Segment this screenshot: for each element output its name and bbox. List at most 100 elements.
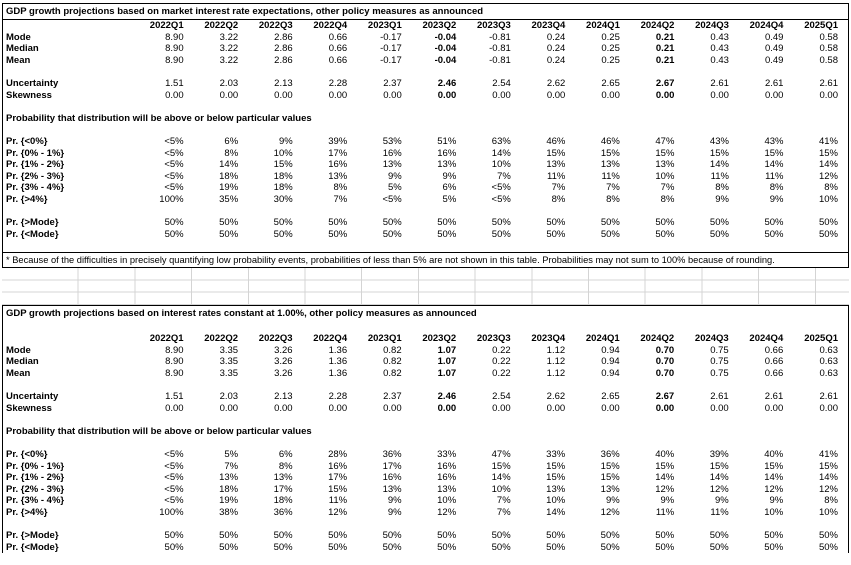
gdp-table-market-rates: GDP growth projections based on market i… bbox=[2, 3, 850, 269]
value-cell: 10% bbox=[764, 506, 784, 518]
value-cell: 6% bbox=[224, 135, 239, 147]
value-cell: 0.49 bbox=[764, 43, 784, 55]
column-header: 2023Q3 bbox=[476, 332, 511, 344]
value-cell: 2.54 bbox=[492, 390, 511, 402]
value-cell: 0.43 bbox=[710, 31, 729, 43]
blank-cell bbox=[3, 414, 850, 426]
column-header: 2022Q1 bbox=[149, 332, 184, 344]
value-cell: 18% bbox=[219, 483, 239, 495]
value-cell: 0.21 bbox=[655, 43, 675, 55]
value-cell: 15% bbox=[764, 460, 784, 472]
table-row: 2022Q1 2022Q2 2022Q3 2022Q4 2023Q1 2023Q2 2023… bbox=[3, 20, 850, 32]
value-cell: 12% bbox=[818, 170, 838, 182]
value-cell: 1.07 bbox=[437, 367, 457, 379]
value-cell: 0.70 bbox=[655, 344, 675, 356]
value-cell: 2.46 bbox=[437, 77, 457, 89]
value-cell: 0.63 bbox=[819, 344, 839, 356]
value-cell: 9% bbox=[715, 193, 729, 205]
column-header: 2023Q4 bbox=[531, 332, 566, 344]
value-cell: 0.00 bbox=[710, 402, 729, 414]
value-cell: 18% bbox=[219, 170, 239, 182]
value-cell: 11% bbox=[328, 495, 348, 507]
value-cell: 0.24 bbox=[546, 43, 566, 55]
value-cell: <5% bbox=[164, 159, 184, 171]
value-cell: 2.54 bbox=[492, 77, 511, 89]
row-label: Pr. {<0%} bbox=[6, 135, 48, 147]
value-cell: 8% bbox=[715, 182, 729, 194]
corner-cell bbox=[3, 20, 141, 32]
value-cell: 0.49 bbox=[764, 54, 784, 66]
value-cell: 2.61 bbox=[710, 77, 729, 89]
value-cell: 50% bbox=[709, 217, 729, 229]
table-row: Pr. {0% - 1%} <5% 7% 8% 16% 17% 16% 15% 15% 15% 15… bbox=[3, 461, 850, 473]
value-cell: 13% bbox=[382, 483, 402, 495]
value-cell: 46% bbox=[600, 135, 620, 147]
value-cell: 33% bbox=[546, 448, 566, 460]
value-cell: 50% bbox=[219, 217, 239, 229]
value-cell: 0.22 bbox=[492, 356, 511, 368]
table-row: Probability that distribution will be ab… bbox=[3, 426, 850, 438]
value-cell: 2.61 bbox=[819, 390, 839, 402]
value-cell: 3.26 bbox=[274, 344, 293, 356]
value-cell: 18% bbox=[273, 182, 293, 194]
value-cell: 1.07 bbox=[437, 356, 457, 368]
value-cell: 1.36 bbox=[328, 367, 348, 379]
value-cell: 7% bbox=[551, 182, 566, 194]
table-row: Probability that distribution will be ab… bbox=[3, 113, 850, 125]
value-cell: 8% bbox=[606, 193, 620, 205]
value-cell: <5% bbox=[164, 135, 184, 147]
value-cell: 50% bbox=[709, 541, 729, 553]
column-header: 2025Q1 bbox=[804, 332, 838, 344]
value-cell: 1.36 bbox=[328, 344, 348, 356]
value-cell: -0.81 bbox=[489, 54, 511, 66]
column-header: 2023Q4 bbox=[531, 20, 566, 31]
value-cell: 17% bbox=[382, 460, 402, 472]
value-cell: 10% bbox=[491, 159, 511, 171]
value-cell: 0.75 bbox=[710, 367, 729, 379]
row-label: Pr. {2% - 3%} bbox=[6, 483, 65, 495]
row-label: Pr. {1% - 2%} bbox=[6, 159, 65, 171]
value-cell: 7% bbox=[497, 170, 511, 182]
blank-cell bbox=[3, 518, 850, 530]
value-cell: 50% bbox=[491, 217, 511, 229]
row-label: Pr. {1% - 2%} bbox=[6, 472, 65, 484]
column-header: 2024Q1 bbox=[586, 20, 620, 31]
value-cell: 8.90 bbox=[165, 344, 184, 356]
value-cell: 0.21 bbox=[655, 54, 675, 66]
value-cell: 16% bbox=[328, 159, 348, 171]
value-cell: 0.00 bbox=[546, 402, 566, 414]
value-cell: 30% bbox=[273, 193, 293, 205]
value-cell: 0.00 bbox=[710, 89, 729, 101]
blank-cell bbox=[3, 66, 850, 78]
value-cell: 11% bbox=[601, 170, 620, 182]
value-cell: 3.35 bbox=[219, 344, 239, 356]
row-label: Median bbox=[6, 356, 39, 368]
value-cell: <5% bbox=[164, 460, 184, 472]
value-cell: 50% bbox=[764, 217, 784, 229]
value-cell: 13% bbox=[328, 170, 348, 182]
value-cell: 8% bbox=[278, 460, 293, 472]
value-cell: 39% bbox=[709, 448, 729, 460]
value-cell: 17% bbox=[273, 483, 293, 495]
value-cell: 3.22 bbox=[219, 43, 239, 55]
table-footnote: * Because of the difficulties in precise… bbox=[3, 251, 848, 268]
row-label: Mean bbox=[6, 54, 31, 66]
value-cell: 50% bbox=[164, 530, 184, 542]
column-header: 2023Q3 bbox=[476, 20, 511, 31]
row-label: Pr. {<Mode} bbox=[6, 541, 59, 553]
value-cell: 2.61 bbox=[764, 77, 784, 89]
column-header: 2023Q1 bbox=[367, 20, 402, 31]
value-cell: 0.00 bbox=[274, 402, 293, 414]
value-cell: 100% bbox=[159, 506, 184, 518]
value-cell: 0.94 bbox=[601, 367, 620, 379]
value-cell: 0.00 bbox=[546, 89, 566, 101]
blank-cell bbox=[3, 379, 850, 391]
row-label: Pr. {2% - 3%} bbox=[6, 170, 65, 182]
table-row: Skewness 0.00 0.00 0.00 0.00 0.00 0.00 0.00 0.00… bbox=[3, 90, 850, 102]
row-label: Uncertainty bbox=[6, 77, 59, 89]
value-cell: 9% bbox=[605, 495, 620, 507]
value-cell: 15% bbox=[600, 460, 620, 472]
value-cell: 8.90 bbox=[165, 54, 184, 66]
row-label: Pr. {>Mode} bbox=[6, 530, 59, 542]
value-cell: 0.94 bbox=[601, 344, 620, 356]
